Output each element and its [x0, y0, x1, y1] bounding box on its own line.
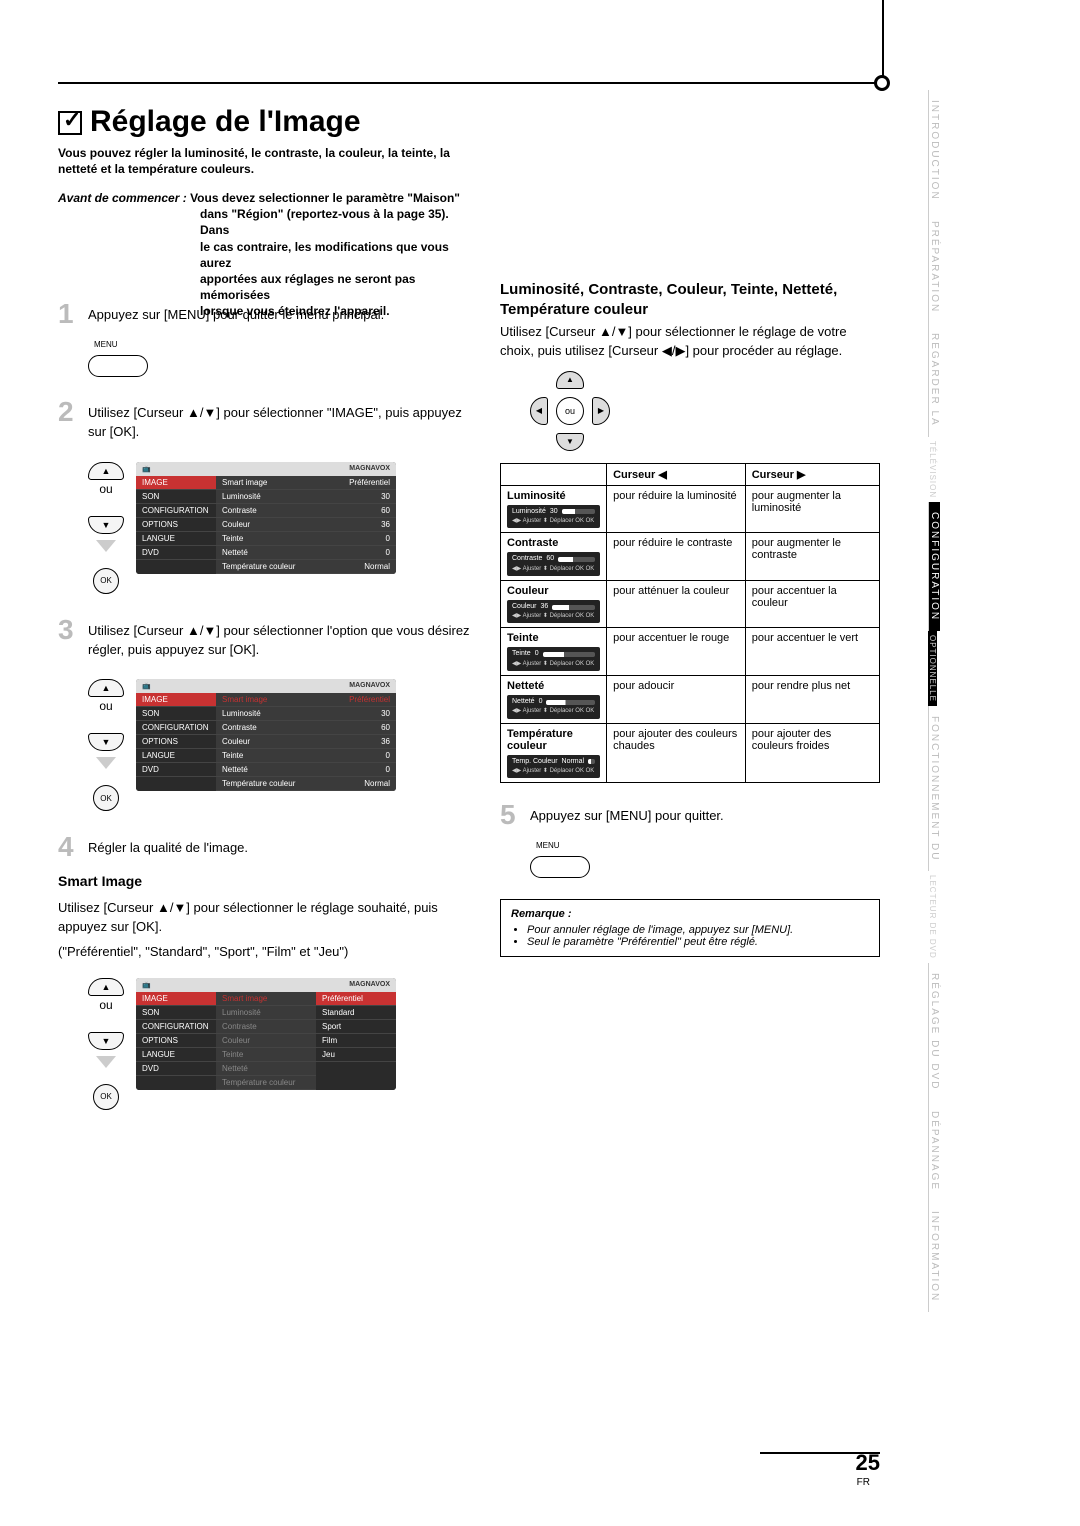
- tv-menu-screenshot: 📺MAGNAVOXIMAGESONCONFIGURATIONOPTIONSLAN…: [136, 462, 396, 574]
- ok-button-icon: OK: [93, 1084, 119, 1110]
- table-header-empty: [501, 463, 607, 485]
- step-number: 4: [58, 833, 88, 861]
- check-icon: [58, 111, 82, 135]
- step-text: Utilisez [Curseur ▲/▼] pour sélectionner…: [88, 398, 478, 442]
- smart-image-text: Utilisez [Curseur ▲/▼] pour sélectionner…: [58, 893, 478, 937]
- before-line: apportées aux réglages ne seront pas mém…: [58, 271, 478, 303]
- dpad-icon: ▲ ▼ ◀ ▶ ou: [530, 371, 610, 451]
- table-header-left: Curseur ◀: [607, 463, 746, 485]
- remark-list: Pour annuler réglage de l'image, appuyez…: [511, 924, 869, 948]
- side-tab-sub: TÉLÉVISION: [928, 437, 937, 502]
- table-row: ContrasteContraste60◀▶ Ajuster ⬍ Déplace…: [501, 533, 880, 581]
- right-heading: Luminosité, Contraste, Couleur, Teinte, …: [500, 280, 880, 319]
- step-5: 5 Appuyez sur [MENU] pour quitter.: [500, 801, 880, 829]
- step-number: 3: [58, 616, 88, 660]
- ou-label: ou: [88, 482, 124, 496]
- side-tab: INTRODUCTION: [928, 90, 940, 211]
- step-number: 5: [500, 801, 530, 829]
- triangle-down-icon: [96, 1056, 116, 1068]
- side-tab: DÉPANNAGE: [928, 1101, 940, 1201]
- ou-label: ou: [88, 998, 124, 1012]
- remark-item: Seul le paramètre "Préférentiel" peut êt…: [527, 936, 869, 948]
- before-line: dans "Région" (reportez-vous à la page 3…: [58, 206, 478, 238]
- arrow-pad: ▲ ou ▼ OK: [88, 462, 124, 594]
- step-3: 3 Utilisez [Curseur ▲/▼] pour sélectionn…: [58, 616, 478, 660]
- menu-button-icon: [530, 856, 590, 878]
- arrow-pad: ▲ ou ▼ OK: [88, 679, 124, 811]
- table-row: NettetéNetteté0◀▶ Ajuster ⬍ Déplacer OK …: [501, 676, 880, 724]
- step-number: 2: [58, 398, 88, 442]
- menu-label: MENU: [94, 340, 478, 349]
- up-arrow-icon: ▲: [88, 978, 124, 996]
- up-arrow-icon: ▲: [88, 462, 124, 480]
- dpad-center: ou: [556, 397, 584, 425]
- dpad-down-icon: ▼: [556, 433, 584, 451]
- ok-button-icon: OK: [93, 785, 119, 811]
- side-tab: CONFIGURATION: [928, 502, 940, 631]
- side-tabs: INTRODUCTIONPRÉPARATIONREGARDER LATÉLÉVI…: [928, 90, 950, 1312]
- step-4: 4 Régler la qualité de l'image.: [58, 833, 478, 861]
- side-tab: RÉGLAGE DU DVD: [928, 963, 940, 1100]
- up-arrow-icon: ▲: [88, 679, 124, 697]
- header-line: [58, 82, 878, 84]
- step-1: 1 Appuyez sur [MENU] pour quitter le men…: [58, 300, 478, 328]
- side-tab: INFORMATION: [928, 1201, 940, 1312]
- dpad-up-icon: ▲: [556, 371, 584, 389]
- header-vertical-line: [882, 0, 884, 82]
- title-text: Réglage de l'Image: [90, 105, 361, 138]
- table-row: CouleurCouleur36◀▶ Ajuster ⬍ Déplacer OK…: [501, 580, 880, 628]
- ok-button-icon: OK: [93, 568, 119, 594]
- before-first: Vous devez selectionner le paramètre "Ma…: [190, 191, 460, 205]
- side-tab: FONCTIONNEMENT DU: [928, 706, 940, 871]
- parameter-table: Curseur ◀ Curseur ▶ LuminositéLuminosité…: [500, 463, 880, 783]
- step-text: Appuyez sur [MENU] pour quitter le menu …: [88, 300, 384, 328]
- before-label: Avant de commencer :: [58, 191, 187, 205]
- menu-label: MENU: [536, 841, 880, 850]
- triangle-down-icon: [96, 757, 116, 769]
- step-text: Appuyez sur [MENU] pour quitter.: [530, 801, 724, 829]
- remark-title: Remarque :: [511, 908, 869, 920]
- dpad-left-icon: ◀: [530, 397, 548, 425]
- table-row: TeinteTeinte0◀▶ Ajuster ⬍ Déplacer OK OK…: [501, 628, 880, 676]
- side-tab: PRÉPARATION: [928, 211, 940, 323]
- smart-image-options: ("Préférentiel", "Standard", "Sport", "F…: [58, 937, 478, 962]
- step-text: Utilisez [Curseur ▲/▼] pour sélectionner…: [88, 616, 478, 660]
- smart-image-title: Smart Image: [58, 873, 478, 889]
- ou-label: ou: [88, 699, 124, 713]
- down-arrow-icon: ▼: [88, 516, 124, 534]
- step-text: Régler la qualité de l'image.: [88, 833, 248, 861]
- step-2: 2 Utilisez [Curseur ▲/▼] pour sélectionn…: [58, 398, 478, 442]
- remark-box: Remarque : Pour annuler réglage de l'ima…: [500, 899, 880, 957]
- arrow-pad: ▲ ou ▼ OK: [88, 978, 124, 1110]
- side-tab-sub: OPTIONNELLE: [928, 631, 937, 706]
- page-title: Réglage de l'Image: [58, 105, 361, 139]
- before-line: le cas contraire, les modifications que …: [58, 239, 478, 271]
- side-tab: REGARDER LA: [928, 323, 940, 437]
- right-text: Utilisez [Curseur ▲/▼] pour sélectionner…: [500, 323, 880, 361]
- header-circle: [874, 75, 890, 91]
- table-row: LuminositéLuminosité30◀▶ Ajuster ⬍ Dépla…: [501, 485, 880, 533]
- side-tab-sub: LECTEUR DE DVD: [928, 871, 937, 963]
- dpad-right-icon: ▶: [592, 397, 610, 425]
- page-language: FR: [857, 1477, 870, 1488]
- intro-text: Vous pouvez régler la luminosité, le con…: [58, 145, 478, 177]
- down-arrow-icon: ▼: [88, 1032, 124, 1050]
- triangle-down-icon: [96, 540, 116, 552]
- tv-menu-screenshot: 📺MAGNAVOXIMAGESONCONFIGURATIONOPTIONSLAN…: [136, 679, 396, 791]
- step-number: 1: [58, 300, 88, 328]
- table-row: Température couleurTemp. CouleurNormal◀▶…: [501, 723, 880, 783]
- table-header-right: Curseur ▶: [745, 463, 879, 485]
- remark-item: Pour annuler réglage de l'image, appuyez…: [527, 924, 869, 936]
- page-number: 25: [856, 1450, 880, 1476]
- menu-button-icon: [88, 355, 148, 377]
- down-arrow-icon: ▼: [88, 733, 124, 751]
- right-column: Luminosité, Contraste, Couleur, Teinte, …: [500, 280, 880, 957]
- left-column: 1 Appuyez sur [MENU] pour quitter le men…: [58, 300, 478, 1118]
- tv-menu-screenshot: 📺MAGNAVOXIMAGESONCONFIGURATIONOPTIONSLAN…: [136, 978, 396, 1090]
